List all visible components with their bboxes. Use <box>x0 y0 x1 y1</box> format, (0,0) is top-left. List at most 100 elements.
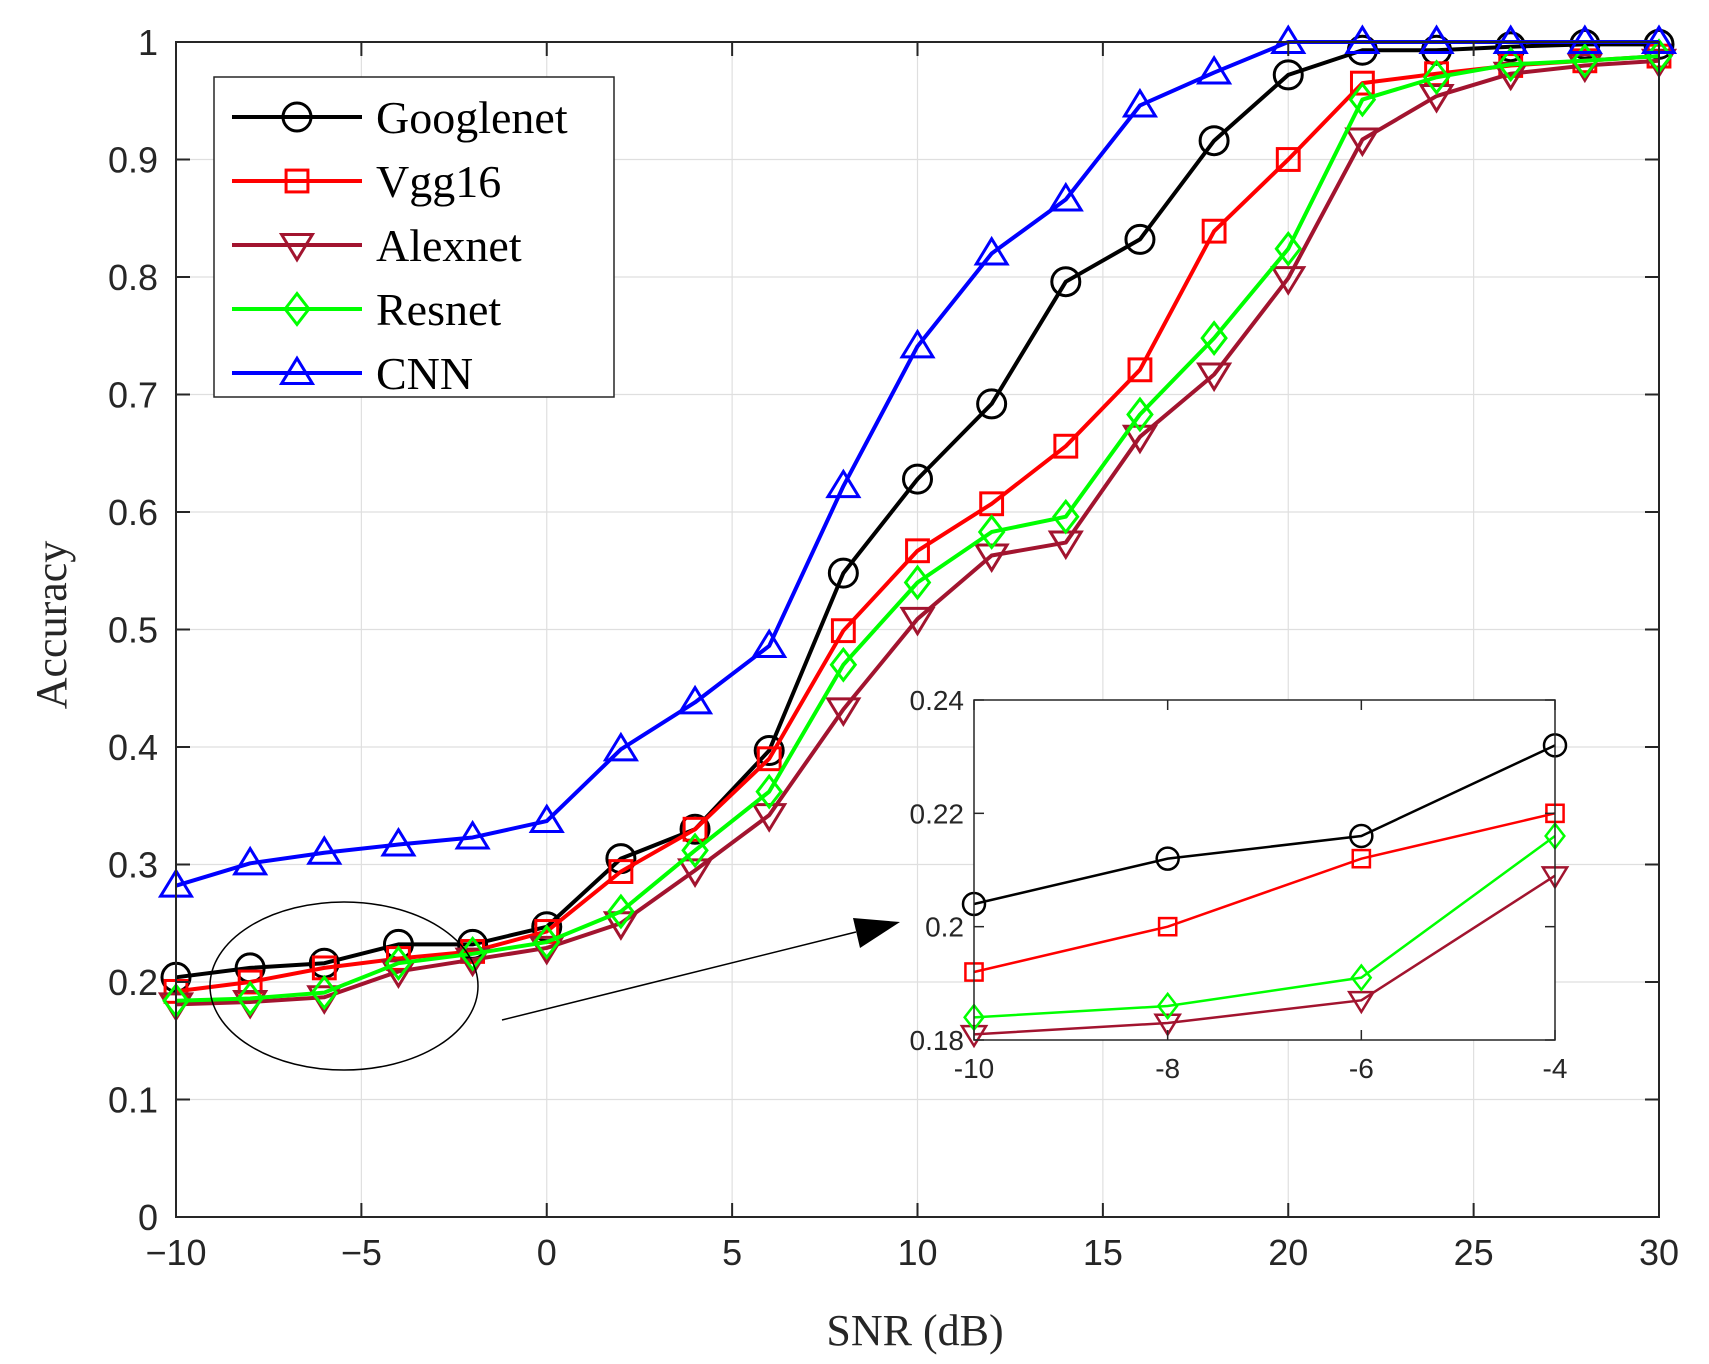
legend-item-resnet: Resnet <box>232 284 501 335</box>
data-point-resnet <box>1496 46 1525 83</box>
inset-data-point-alexnet <box>1153 1013 1182 1037</box>
data-point-alexnet <box>454 947 491 978</box>
data-point-resnet <box>1348 81 1377 118</box>
y-tick-label: 0.8 <box>108 257 158 298</box>
data-point-cnn <box>1492 24 1529 54</box>
data-point-alexnet <box>1418 84 1455 114</box>
data-point-resnet <box>755 773 783 810</box>
data-point-cnn <box>751 628 788 658</box>
legend-item-alexnet: Alexnet <box>232 220 522 271</box>
y-tick-label: 0.4 <box>108 727 158 768</box>
data-point-resnet <box>1571 42 1599 79</box>
data-point-resnet <box>903 564 932 601</box>
data-point-googlenet <box>679 813 711 845</box>
inset-y-tick-label: 0.22 <box>910 798 965 829</box>
x-tick-label: 10 <box>897 1232 937 1273</box>
inset-x-tick-label: -6 <box>1349 1053 1374 1084</box>
data-point-alexnet <box>899 606 936 637</box>
data-point-vgg16 <box>1349 70 1375 96</box>
legend-marker <box>278 355 316 385</box>
y-tick-label: 0.6 <box>108 492 158 533</box>
inset-zoom-plot: -10 -8 -6 -4 0.18 0.2 0.22 0.24 <box>910 685 1570 1084</box>
inset-series <box>959 733 1570 1049</box>
legend-label: CNN <box>376 348 473 399</box>
data-point-cnn <box>528 803 565 834</box>
x-tick-label: 15 <box>1083 1232 1123 1273</box>
x-tick-label: −5 <box>341 1232 382 1273</box>
legend-marker <box>281 101 313 133</box>
data-point-cnn <box>825 468 862 499</box>
data-point-googlenet <box>827 557 859 589</box>
data-point-alexnet <box>1270 266 1307 296</box>
data-point-vgg16 <box>1275 147 1301 172</box>
data-point-resnet <box>681 832 709 869</box>
inset-data-point-googlenet <box>1155 846 1180 871</box>
data-point-alexnet <box>380 959 417 990</box>
inset-series-line-googlenet <box>973 744 1556 906</box>
legend-label: Resnet <box>376 284 501 335</box>
inset-y-tick-label: 0.2 <box>925 912 964 943</box>
legend: Googlenet Vgg16 Alexnet Resnet CNN <box>213 76 615 399</box>
y-tick-label: 0 <box>138 1197 158 1238</box>
y-tick-label: 0.2 <box>108 962 158 1003</box>
data-point-resnet <box>977 514 1006 550</box>
data-point-googlenet <box>1050 266 1082 298</box>
data-point-resnet <box>1274 230 1303 267</box>
y-tick-label: 0.9 <box>108 140 158 181</box>
inset-frame <box>973 699 1556 1041</box>
data-point-googlenet <box>753 735 785 767</box>
data-point-vgg16 <box>1053 433 1079 459</box>
legend-marker <box>283 291 311 327</box>
inset-x-tick-label: -4 <box>1543 1053 1568 1084</box>
y-tick-label: 0.3 <box>108 845 158 886</box>
data-point-cnn <box>232 845 269 876</box>
data-point-cnn <box>1196 54 1233 85</box>
inset-tick-labels: -10 -8 -6 -4 0.18 0.2 0.22 0.24 <box>910 685 1568 1084</box>
series-resnet <box>162 38 1673 1019</box>
y-tick-label: 1 <box>138 22 158 63</box>
inset-data-point-resnet <box>1156 991 1179 1021</box>
series-line-vgg16 <box>175 54 1660 994</box>
inset-series-line-resnet <box>973 834 1556 1019</box>
data-point-alexnet <box>825 697 862 727</box>
inset-ticks <box>973 699 1556 1041</box>
data-point-googlenet <box>902 463 933 495</box>
x-tick-label: 30 <box>1639 1232 1679 1273</box>
data-point-resnet <box>236 980 264 1017</box>
inset-data-point-alexnet <box>1347 990 1376 1015</box>
data-point-resnet <box>1126 396 1154 433</box>
main-ticks <box>175 41 1660 1218</box>
series-line-resnet <box>175 54 1660 1003</box>
data-point-alexnet <box>676 858 714 888</box>
data-point-resnet <box>532 924 561 960</box>
legend-items: Googlenet Vgg16 Alexnet Resnet CNN <box>232 92 568 399</box>
data-point-cnn <box>899 328 936 359</box>
data-point-vgg16 <box>1127 357 1153 383</box>
data-point-cnn <box>380 826 417 857</box>
zoom-arrow-head <box>853 918 900 948</box>
data-point-vgg16 <box>682 816 708 842</box>
series-line-alexnet <box>175 58 1660 1007</box>
data-point-cnn <box>1047 181 1084 212</box>
main-tick-labels: −10 −5 0 5 10 15 20 25 30 0 0.1 0.2 0.3 0.4 0.5 0.6 0.7 0… <box>108 22 1679 1273</box>
data-point-resnet <box>384 945 413 982</box>
data-point-alexnet <box>1121 424 1159 455</box>
data-point-cnn <box>602 731 639 762</box>
data-point-vgg16 <box>830 618 856 644</box>
data-point-googlenet <box>1272 59 1304 91</box>
data-point-resnet <box>1052 498 1080 535</box>
x-tick-label: 25 <box>1454 1232 1494 1273</box>
legend-marker <box>278 233 316 263</box>
data-point-resnet <box>310 974 339 1011</box>
legend-box <box>213 76 615 398</box>
inset-series-line-alexnet <box>973 874 1556 1036</box>
legend-label: Alexnet <box>376 220 522 271</box>
data-point-cnn <box>1344 24 1381 54</box>
data-point-resnet <box>829 646 858 683</box>
data-point-resnet <box>1200 320 1228 356</box>
data-point-cnn <box>306 835 343 865</box>
main-series <box>157 24 1678 1022</box>
legend-label: Vgg16 <box>376 156 501 207</box>
legend-item-vgg16: Vgg16 <box>232 156 501 207</box>
